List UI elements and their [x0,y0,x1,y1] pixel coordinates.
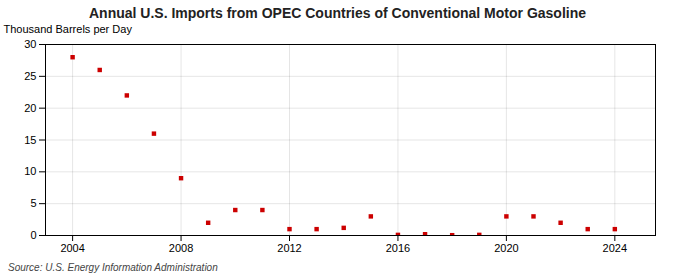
svg-text:2008: 2008 [169,242,193,254]
svg-text:2024: 2024 [603,242,627,254]
svg-text:20: 20 [24,102,36,114]
svg-text:25: 25 [24,70,36,82]
svg-text:30: 30 [24,38,36,50]
svg-text:2004: 2004 [60,242,84,254]
svg-text:10: 10 [24,165,36,177]
svg-text:2020: 2020 [494,242,518,254]
svg-text:2012: 2012 [277,242,301,254]
svg-text:0: 0 [30,229,36,241]
html-text:Source: U.S. Energy Informatio: Source: U.S. Energy Information Administ… [8,262,218,273]
svg-text:5: 5 [30,197,36,209]
html-text:Annual U.S. Imports from OPEC: Annual U.S. Imports from OPEC Countries … [89,5,586,21]
svg-text:Thousand Barrels per Day: Thousand Barrels per Day [4,23,133,35]
svg-text:15: 15 [24,134,36,146]
svg-text:2016: 2016 [386,242,410,254]
